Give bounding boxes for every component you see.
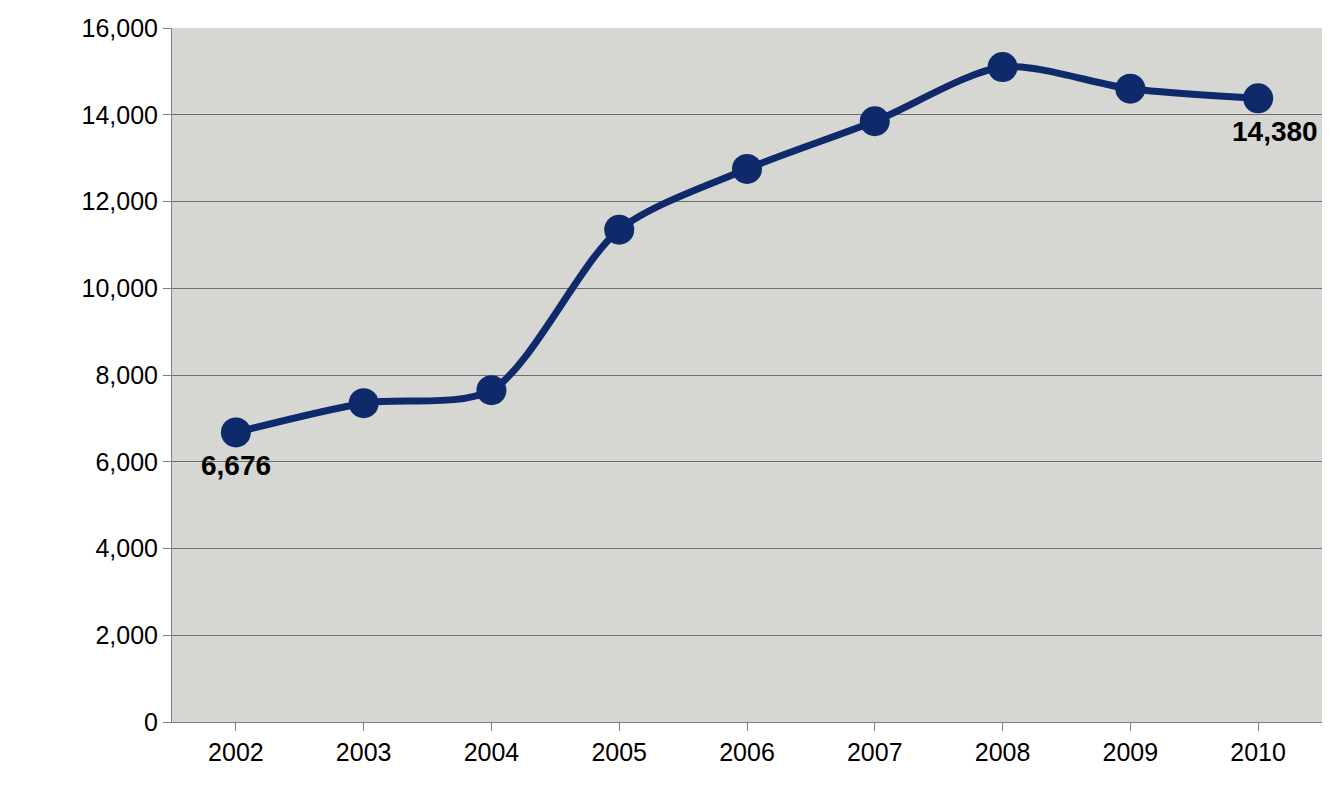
svg-text:2007: 2007 xyxy=(847,738,903,766)
svg-text:2008: 2008 xyxy=(975,738,1031,766)
svg-text:2003: 2003 xyxy=(336,738,392,766)
svg-text:14,380: 14,380 xyxy=(1232,116,1318,147)
svg-text:14,000: 14,000 xyxy=(82,101,158,129)
svg-text:10,000: 10,000 xyxy=(82,274,158,302)
svg-text:8,000: 8,000 xyxy=(95,361,158,389)
svg-text:2004: 2004 xyxy=(464,738,520,766)
svg-text:6,000: 6,000 xyxy=(95,448,158,476)
svg-text:2009: 2009 xyxy=(1103,738,1159,766)
svg-text:2005: 2005 xyxy=(591,738,647,766)
svg-text:12,000: 12,000 xyxy=(82,187,158,215)
svg-text:0: 0 xyxy=(144,708,158,736)
svg-text:16,000: 16,000 xyxy=(82,14,158,42)
svg-text:2,000: 2,000 xyxy=(95,621,158,649)
svg-text:2002: 2002 xyxy=(208,738,264,766)
svg-text:2006: 2006 xyxy=(719,738,775,766)
svg-text:2010: 2010 xyxy=(1230,738,1286,766)
svg-text:4,000: 4,000 xyxy=(95,534,158,562)
svg-text:6,676: 6,676 xyxy=(201,450,271,481)
